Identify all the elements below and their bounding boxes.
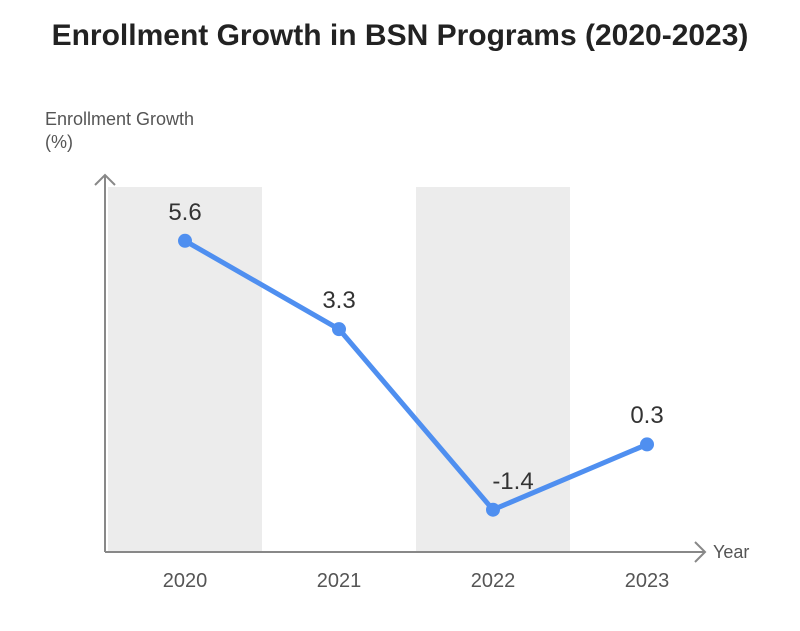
x-tick-label: 2022 xyxy=(443,570,543,593)
chart-container: Enrollment Growth in BSN Programs (2020-… xyxy=(0,0,800,631)
x-tick-label: 2020 xyxy=(135,570,235,593)
data-label: -1.4 xyxy=(463,468,563,496)
chart-svg xyxy=(0,0,800,631)
data-label: 5.6 xyxy=(135,199,235,227)
data-label: 3.3 xyxy=(289,287,389,315)
data-label: 0.3 xyxy=(597,402,697,430)
x-tick-label: 2023 xyxy=(597,570,697,593)
x-tick-label: 2021 xyxy=(289,570,389,593)
